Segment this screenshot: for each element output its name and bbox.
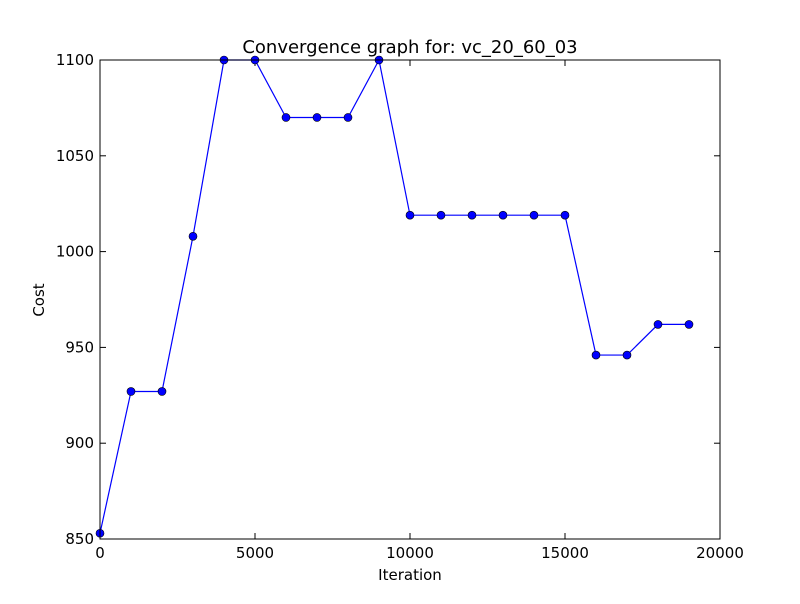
data-point xyxy=(157,387,167,396)
data-point xyxy=(126,387,136,396)
data-point xyxy=(560,210,570,220)
data-point xyxy=(529,210,539,220)
chart-title: Convergence graph for: vc_20_60_03 xyxy=(242,37,577,58)
data-point xyxy=(498,210,508,220)
data-point xyxy=(653,320,663,329)
data-point xyxy=(405,210,415,220)
data-point xyxy=(684,320,694,329)
series-line xyxy=(99,58,689,534)
data-point xyxy=(436,210,446,220)
series-layer xyxy=(95,55,694,538)
data-point xyxy=(591,350,601,360)
plot-area xyxy=(100,60,720,539)
x-axis-label: Iteration xyxy=(378,566,442,584)
data-point xyxy=(281,113,291,122)
data-point xyxy=(188,231,198,241)
y-tick-label: 1000 xyxy=(56,243,94,261)
y-axis-label: Cost xyxy=(30,283,48,316)
data-point xyxy=(312,113,322,122)
x-tick-label: 15000 xyxy=(541,544,589,562)
data-point xyxy=(467,210,477,220)
data-point xyxy=(622,350,632,360)
plot-frame xyxy=(99,59,721,540)
x-tick-label: 0 xyxy=(95,544,105,562)
data-point xyxy=(343,113,353,122)
ticks-layer: 0 5000 10000 15000 20000 850 900 950 1000 1050 110… xyxy=(56,51,744,562)
y-tick-label: 1050 xyxy=(56,147,94,165)
y-tick-label: 950 xyxy=(65,338,94,356)
y-tick-label: 900 xyxy=(65,434,94,452)
x-tick-label: 20000 xyxy=(696,544,744,562)
x-tick-label: 5000 xyxy=(236,544,274,562)
x-tick-label: 10000 xyxy=(386,544,434,562)
y-tick-label: 1100 xyxy=(56,51,94,69)
y-tick-label: 850 xyxy=(65,530,94,548)
